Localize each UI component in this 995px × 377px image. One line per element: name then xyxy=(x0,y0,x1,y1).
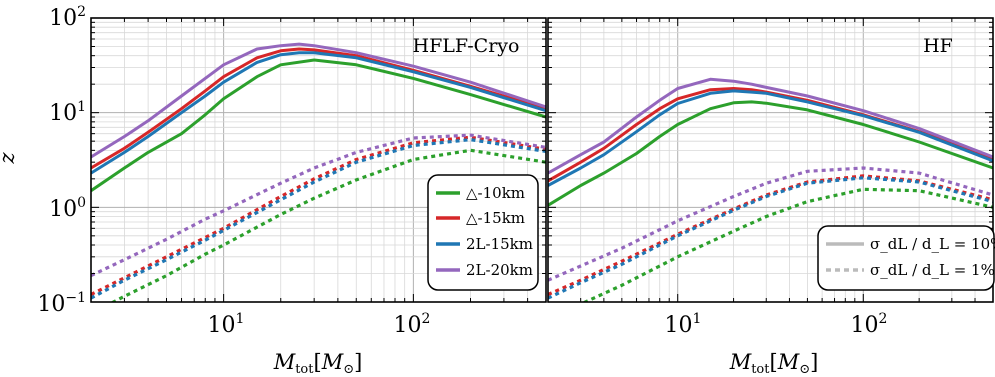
y-tick-label: 100 xyxy=(49,195,86,222)
legend-label: △-10km xyxy=(466,184,525,202)
x-axis-label-right: Mtot[M⊙] xyxy=(729,350,819,377)
y-tick-label: 10−1 xyxy=(37,290,86,317)
y-tick-label: 102 xyxy=(49,4,86,31)
series-line-solid xyxy=(548,77,993,175)
y-tick-label: 101 xyxy=(49,99,86,126)
series-line-solid xyxy=(548,100,993,207)
plot-frame xyxy=(90,17,547,303)
x-tick-label: 101 xyxy=(665,311,702,338)
y-tick-labels: 102 101 100 10−1 xyxy=(37,4,86,317)
legend-label: △-15km xyxy=(466,209,525,227)
series-line-dotted xyxy=(110,148,546,302)
legend-label: σ_dL / d_L = 1% xyxy=(870,261,995,279)
series-line-solid xyxy=(548,89,993,187)
y-axis-label: z xyxy=(0,152,19,165)
plot-frame xyxy=(547,17,994,303)
panel-label-hflf-cryo: HFLF-Cryo xyxy=(413,35,520,57)
series-line-solid xyxy=(91,47,546,170)
legend-label: 2L-20km xyxy=(466,261,533,279)
x-tick-label: 101 xyxy=(208,311,245,338)
legend-box xyxy=(817,225,995,291)
series-line-dotted xyxy=(581,187,993,302)
x-axis-label-left: Mtot[M⊙] xyxy=(273,350,363,377)
series-line-solid xyxy=(91,58,546,192)
series-line-dotted xyxy=(91,133,546,278)
x-tick-labels: 101 102 101 102 xyxy=(208,311,888,338)
x-tick-label: 102 xyxy=(394,311,431,338)
legend-label: 2L-15km xyxy=(466,235,533,253)
legend-box xyxy=(427,174,539,291)
series-line-dotted xyxy=(548,166,993,282)
series-group xyxy=(548,77,993,302)
series-line-solid xyxy=(91,42,546,159)
series-line-dotted xyxy=(548,174,993,296)
legend-label: σ_dL / d_L = 10% xyxy=(870,235,995,253)
series-line-dotted xyxy=(91,138,546,300)
series-line-dotted xyxy=(548,176,993,300)
panel-label-hf: HF xyxy=(923,35,953,57)
series-line-dotted xyxy=(91,135,546,296)
legend-precision: σ_dL / d_L = 10% σ_dL / d_L = 1% xyxy=(817,225,995,291)
x-tick-label: 102 xyxy=(851,311,888,338)
panel-hflf-cryo xyxy=(90,17,547,303)
series-line-solid xyxy=(91,51,546,175)
series-group xyxy=(91,42,546,302)
legend-detectors: △-10km △-15km 2L-15km 2L-20km xyxy=(427,174,539,291)
